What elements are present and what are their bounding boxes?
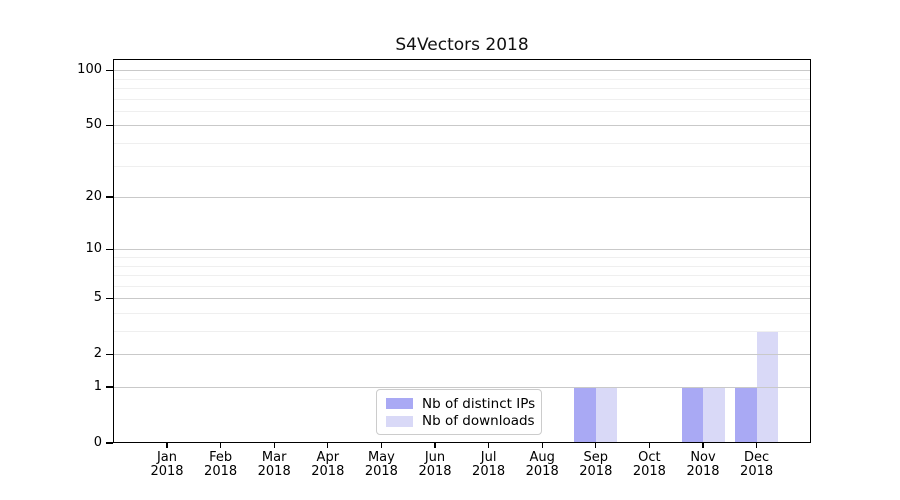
legend-label-downloads: Nb of downloads [422,413,535,430]
x-tick-label-aug: Aug 2018 [525,450,559,479]
y-tick-mark [106,69,113,71]
bar-distinct-ips-nov [681,387,703,443]
bar-downloads-nov [703,387,725,443]
x-tick-mark [755,443,758,448]
x-tick-label-jul: Jul 2018 [472,450,506,479]
gridline-minor [113,257,811,258]
gridline-major [113,298,811,300]
y-tick-mark [106,124,113,127]
y-tick-mark [106,386,113,388]
gridline-minor [113,88,811,90]
legend-swatch-distinct-ips-icon [386,398,413,410]
bar-distinct-ips-sep [574,387,596,443]
x-tick-label-may: May 2018 [364,450,398,479]
gridline-major [113,387,811,388]
x-tick-label-dec: Dec 2018 [740,450,774,479]
y-tick-label: 50 [85,117,102,133]
gridline-major [113,354,811,356]
bar-distinct-ips-dec [735,387,757,443]
y-tick-label: 5 [93,290,102,306]
legend-item-distinct-ips: Nb of distinct IPs [386,395,536,413]
gridline-minor [113,98,811,100]
x-tick-mark [702,443,704,448]
gridline-major [113,125,811,127]
gridline-minor [113,78,811,80]
y-tick-mark [106,297,113,299]
y-tick-mark [106,353,113,355]
gridline-minor [113,275,811,277]
x-tick-mark [541,443,543,448]
chart-title: S4Vectors 2018 [395,35,529,55]
x-tick-mark [273,443,275,448]
x-tick-mark [648,443,651,448]
gridline-major [113,249,811,251]
gridline-major [113,197,811,199]
legend-label-distinct-ips: Nb of distinct IPs [422,395,536,412]
gridline-minor [113,312,811,314]
y-tick-label: 2 [93,346,102,362]
y-tick-mark [106,248,113,250]
legend: Nb of distinct IPs Nb of downloads [376,389,542,435]
x-tick-mark [487,443,490,448]
gridline-minor [113,143,811,145]
x-tick-mark [219,443,222,448]
y-tick-label: 100 [77,62,102,78]
x-tick-mark [380,443,383,448]
x-tick-label-mar: Mar 2018 [257,450,291,479]
y-tick-label: 20 [85,189,102,205]
gridline-minor [113,165,811,167]
y-tick-label: 0 [93,435,102,450]
x-tick-label-apr: Apr 2018 [311,450,345,479]
x-tick-label-sep: Sep 2018 [579,450,613,479]
legend-swatch-downloads-icon [386,415,413,427]
x-tick-mark [434,443,436,448]
gridline-minor [113,110,811,112]
plot-area: Nb of distinct IPs Nb of downloads [113,59,811,443]
x-tick-mark [327,443,329,448]
gridline-minor [113,331,811,333]
gridline-major [113,70,811,72]
x-tick-label-nov: Nov 2018 [686,450,720,479]
grid-layer [113,59,811,443]
y-tick-mark [106,442,113,444]
x-tick-label-feb: Feb 2018 [204,450,238,479]
x-tick-label-jan: Jan 2018 [150,450,184,479]
x-tick-mark [166,443,168,448]
y-tick-label: 10 [85,241,102,257]
x-tick-label-jun: Jun 2018 [418,450,452,479]
x-tick-mark [595,443,597,448]
gridline-minor [113,285,811,287]
gridline-minor [113,265,811,267]
x-tick-label-oct: Oct 2018 [632,450,666,479]
y-tick-mark [106,196,113,198]
bar-downloads-sep [595,387,618,443]
legend-item-downloads: Nb of downloads [386,413,535,431]
y-tick-label: 1 [93,379,102,394]
